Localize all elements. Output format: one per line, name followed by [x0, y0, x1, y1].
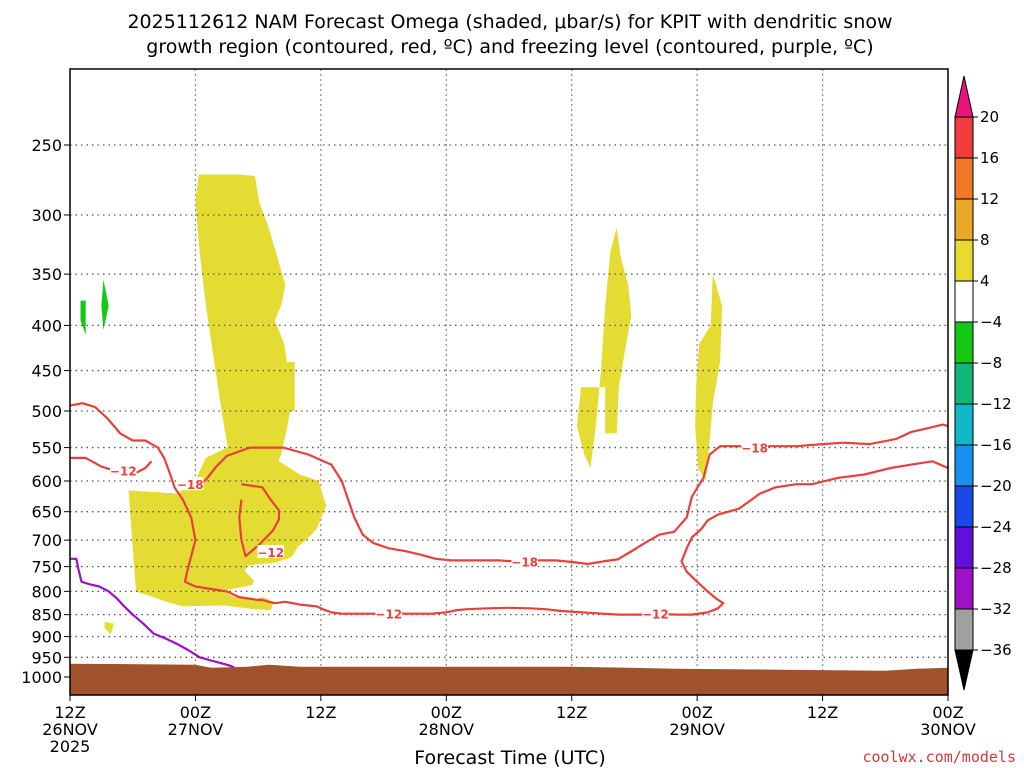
y-tick-label: 450 [31, 362, 62, 381]
terrain [70, 663, 948, 695]
contour-label: −12 [257, 546, 284, 560]
dendritic-contour-line [238, 483, 281, 558]
colorbar-label: −36 [980, 641, 1012, 659]
colorbar: 20 16 12 8 4 −4 −8 −12 −16 −20 −24 −28 −32 −36 [954, 75, 1012, 691]
x-tick-label: 12Z [556, 703, 587, 722]
y-tick-label: 950 [31, 648, 62, 667]
credit-text: coolwx.com/models [862, 748, 1016, 766]
freezing-level-contour-line [70, 557, 235, 669]
colorbar-bin [954, 198, 974, 241]
x-tick-label: 00Z [681, 703, 712, 722]
omega-shading-region [104, 621, 114, 635]
contour-label: −18 [741, 442, 768, 456]
y-tick-label: 700 [31, 531, 62, 550]
colorbar-label: 20 [980, 108, 999, 126]
colorbar-bin [954, 362, 974, 405]
x-tick-label: 2025 [50, 737, 91, 756]
contour-label: −12 [110, 465, 137, 479]
colorbar-label: −32 [980, 600, 1012, 618]
plot-area: −12 −12 −12 −12 −18 −18 −18 [69, 68, 949, 696]
omega-shading-region [128, 440, 327, 611]
omega-shading [80, 174, 723, 635]
y-axis: 250 300 350 400 450 500 550 600 650 700 750 800 850 9… [21, 136, 70, 687]
terrain-fill [70, 663, 948, 695]
contour-label-background [642, 606, 669, 620]
x-tick-label: 30NOV [920, 720, 976, 739]
omega-shading-region [101, 279, 109, 331]
omega-shading-region [576, 227, 632, 468]
dendritic-contour-line [69, 402, 949, 616]
contour-label-background [511, 554, 538, 568]
colorbar-bin [954, 567, 974, 610]
y-tick-label: 750 [31, 558, 62, 577]
contour-label: −18 [511, 555, 538, 569]
x-tick-label: 28NOV [418, 720, 474, 739]
colorbar-label: 12 [980, 190, 999, 208]
colorbar-bin [954, 526, 974, 569]
colorbar-label: −16 [980, 436, 1012, 454]
dendritic-contour-line [194, 423, 949, 566]
colorbar-bottom-arrow [954, 649, 974, 691]
colorbar-bin [954, 239, 974, 282]
x-tick-label: 27NOV [168, 720, 224, 739]
contour-label-background [176, 477, 204, 491]
omega-shading-region [270, 361, 295, 411]
colorbar-bin [954, 321, 974, 364]
x-tick-label: 12Z [305, 703, 336, 722]
colorbar-bin [954, 608, 974, 651]
contour-label: −12 [375, 608, 402, 622]
colorbar-label: 4 [980, 272, 990, 290]
contour-label-background [257, 544, 284, 558]
y-tick-label: 500 [31, 402, 62, 421]
colorbar-bin [954, 444, 974, 487]
colorbar-label: −12 [980, 395, 1012, 413]
chart-title-line-2: growth region (contoured, red, ºC) and f… [146, 36, 873, 58]
y-tick-label: 550 [31, 439, 62, 458]
omega-shading-region [80, 300, 86, 335]
x-tick-label: 29NOV [669, 720, 725, 739]
y-tick-label: 600 [31, 472, 62, 491]
y-tick-label: 800 [31, 582, 62, 601]
colorbar-label: −28 [980, 559, 1012, 577]
y-tick-label: 250 [31, 136, 62, 155]
plot-frame [69, 68, 949, 696]
x-axis-label: Forecast Time (UTC) [414, 747, 605, 768]
colorbar-label: −8 [980, 354, 1002, 372]
contour-label: −12 [642, 608, 669, 622]
contour-label-background [741, 440, 768, 454]
colorbar-bin [954, 157, 974, 200]
colorbar-label: −24 [980, 518, 1012, 536]
colorbar-bin [954, 403, 974, 446]
colorbar-label: −20 [980, 477, 1012, 495]
contours: −12 −12 −12 −12 −18 −18 −18 [69, 402, 949, 669]
y-tick-label: 300 [31, 206, 62, 225]
x-tick-label: 26NOV [42, 720, 98, 739]
x-tick-label: 00Z [431, 703, 462, 722]
colorbar-bin [954, 485, 974, 528]
colorbar-top-arrow [954, 75, 974, 118]
y-tick-label: 900 [31, 628, 62, 647]
x-tick-label: 00Z [180, 703, 211, 722]
contour-label-background [375, 606, 403, 620]
y-tick-label: 850 [31, 606, 62, 625]
contour-label: −18 [177, 478, 204, 492]
y-tick-label: 400 [31, 316, 62, 335]
colorbar-bin [954, 280, 974, 323]
colorbar-label: 8 [980, 231, 990, 249]
colorbar-label: −4 [980, 313, 1002, 331]
colorbar-label: 16 [980, 149, 999, 167]
omega-shading-region [695, 274, 723, 481]
y-tick-label: 650 [31, 503, 62, 522]
x-tick-label: 12Z [807, 703, 838, 722]
omega-shading-region [195, 174, 292, 559]
x-tick-label: 12Z [54, 703, 85, 722]
x-tick-label: 00Z [932, 703, 963, 722]
y-tick-label: 1000 [21, 668, 62, 687]
y-tick-label: 350 [31, 265, 62, 284]
colorbar-bin [954, 116, 974, 159]
chart-title-line-1: 2025112612 NAM Forecast Omega (shaded, μ… [127, 11, 892, 33]
contour-label-background [110, 463, 137, 477]
